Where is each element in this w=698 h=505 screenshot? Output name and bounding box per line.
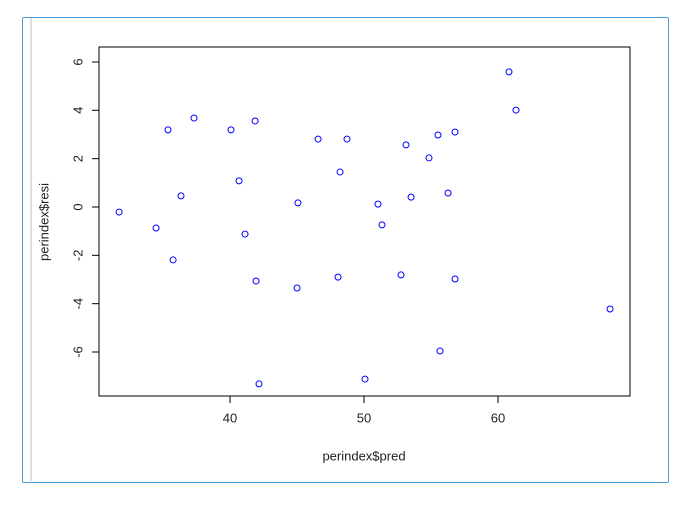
y-tick-label: 0 <box>70 203 85 210</box>
point <box>451 128 459 136</box>
x-tick-label: 50 <box>357 410 371 425</box>
point <box>164 126 172 134</box>
point <box>374 200 382 208</box>
point <box>241 230 249 238</box>
x-axis-title: perindex$pred <box>322 448 405 463</box>
point <box>436 347 444 355</box>
point <box>115 208 123 216</box>
point <box>451 275 459 283</box>
x-tick-label: 60 <box>491 410 505 425</box>
plot-frame <box>22 17 669 483</box>
point <box>169 256 177 264</box>
point <box>397 271 405 279</box>
point <box>402 141 410 149</box>
point <box>294 199 302 207</box>
point <box>606 305 614 313</box>
point <box>190 114 198 122</box>
point <box>343 135 351 143</box>
plot-box <box>98 46 631 397</box>
point <box>407 193 415 201</box>
point <box>505 68 513 76</box>
point <box>152 224 160 232</box>
y-tick-label: -2 <box>70 250 85 262</box>
point <box>251 117 259 125</box>
point <box>334 273 342 281</box>
point <box>255 380 263 388</box>
y-tick-label: 4 <box>70 107 85 114</box>
point <box>235 177 243 185</box>
y-tick-label: -6 <box>70 346 85 358</box>
point <box>512 106 520 114</box>
point <box>227 126 235 134</box>
point <box>177 192 185 200</box>
y-tick-label: 2 <box>70 155 85 162</box>
y-axis-title: perindex$resi <box>36 183 51 261</box>
point <box>444 189 452 197</box>
x-tick-label: 40 <box>223 410 237 425</box>
point <box>293 284 301 292</box>
point <box>252 277 260 285</box>
point <box>425 154 433 162</box>
point <box>336 168 344 176</box>
y-tick-label: 6 <box>70 58 85 65</box>
point <box>361 375 369 383</box>
point <box>378 221 386 229</box>
y-tick-label: -4 <box>70 298 85 310</box>
point <box>434 131 442 139</box>
point <box>314 135 322 143</box>
